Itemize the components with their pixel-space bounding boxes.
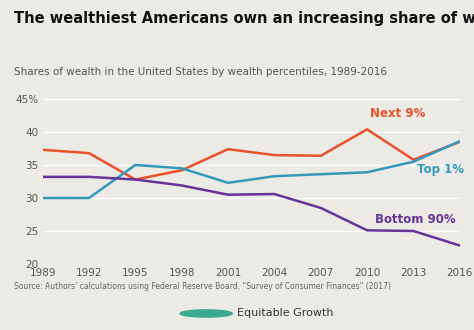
Circle shape bbox=[180, 310, 232, 317]
Text: Shares of wealth in the United States by wealth percentiles, 1989-2016: Shares of wealth in the United States by… bbox=[14, 67, 387, 77]
Text: Bottom 90%: Bottom 90% bbox=[375, 213, 456, 226]
Text: ↗: ↗ bbox=[203, 309, 210, 318]
Text: Top 1%: Top 1% bbox=[417, 163, 464, 176]
Text: The wealthiest Americans own an increasing share of wealth: The wealthiest Americans own an increasi… bbox=[14, 11, 474, 26]
Text: Equitable Growth: Equitable Growth bbox=[237, 309, 334, 318]
Text: Next 9%: Next 9% bbox=[370, 107, 426, 120]
Text: Source: Authors’ calculations using Federal Reserve Board, “Survey of Consumer F: Source: Authors’ calculations using Fede… bbox=[14, 282, 391, 291]
